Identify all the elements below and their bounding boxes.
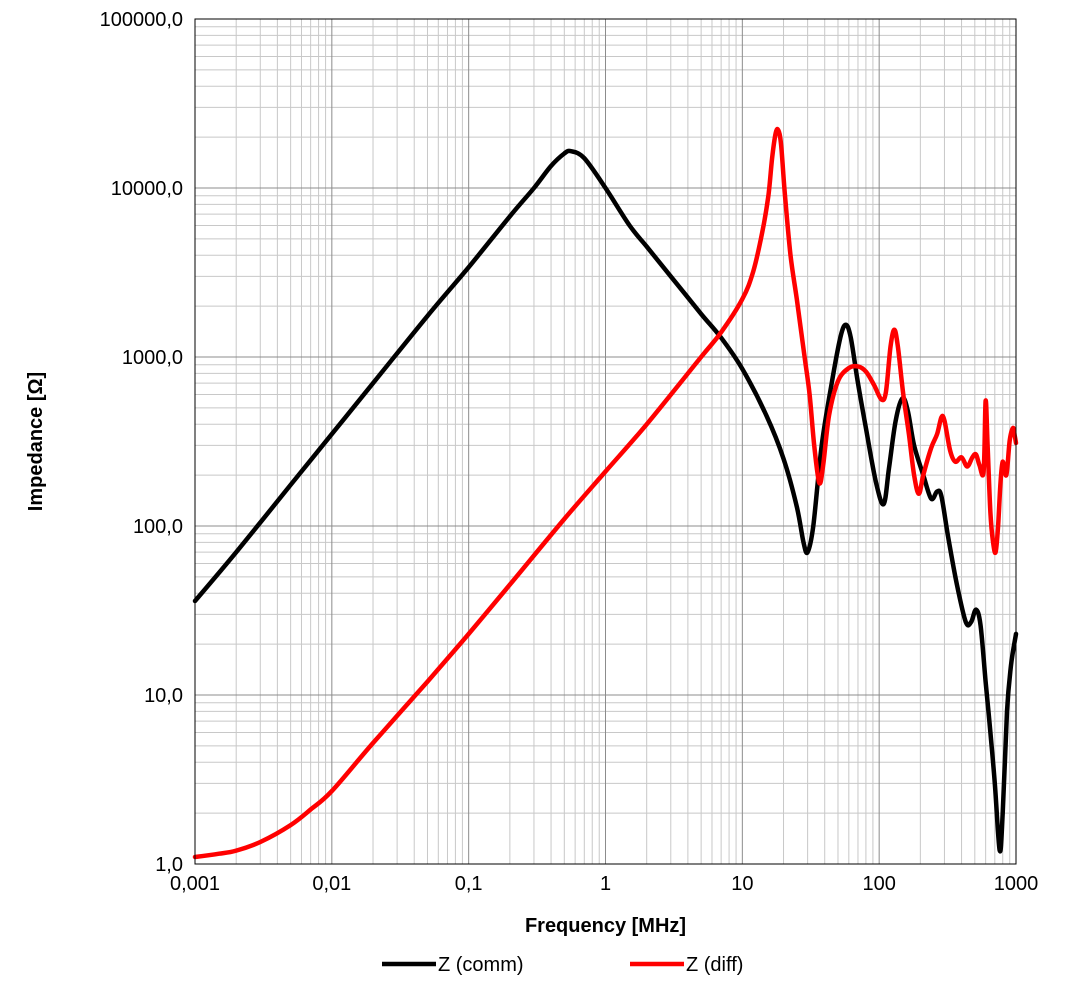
x-tick-label: 0,1 (455, 873, 483, 895)
plot-frame (194, 18, 1017, 865)
x-tick-label: 0,01 (312, 873, 351, 895)
x-tick-label: 10 (731, 873, 753, 895)
x-tick-label: 0,001 (170, 873, 220, 895)
major-gridlines (195, 19, 1016, 864)
y-tick-label: 10,0 (144, 685, 183, 707)
y-tick-label: 1000,0 (122, 347, 183, 369)
series-line-comm (192, 148, 1019, 854)
y-tick-label: 100,0 (133, 516, 183, 538)
y-tick-labels: 1,0 10,0 100,0 1000,0 10000,0 100000,0 (100, 9, 183, 876)
legend-label-diff: Z (diff) (686, 954, 743, 976)
y-axis-title: Impedance [Ω] (25, 372, 47, 511)
x-tick-label: 1 (600, 873, 611, 895)
y-tick-label: 100000,0 (100, 9, 183, 31)
x-tick-label: 100 (862, 873, 895, 895)
series-layer (192, 126, 1019, 860)
x-tick-label: 1000 (994, 873, 1039, 895)
x-axis-title: Frequency [MHz] (525, 915, 686, 937)
legend: Z (comm) Z (diff) (382, 954, 743, 976)
y-tick-label: 10000,0 (111, 178, 183, 200)
x-tick-labels: 0,001 0,01 0,1 1 10 100 1000 (170, 873, 1038, 895)
legend-label-comm: Z (comm) (438, 954, 524, 976)
y-tick-label: 1,0 (155, 854, 183, 876)
series-line-diff (192, 126, 1019, 860)
